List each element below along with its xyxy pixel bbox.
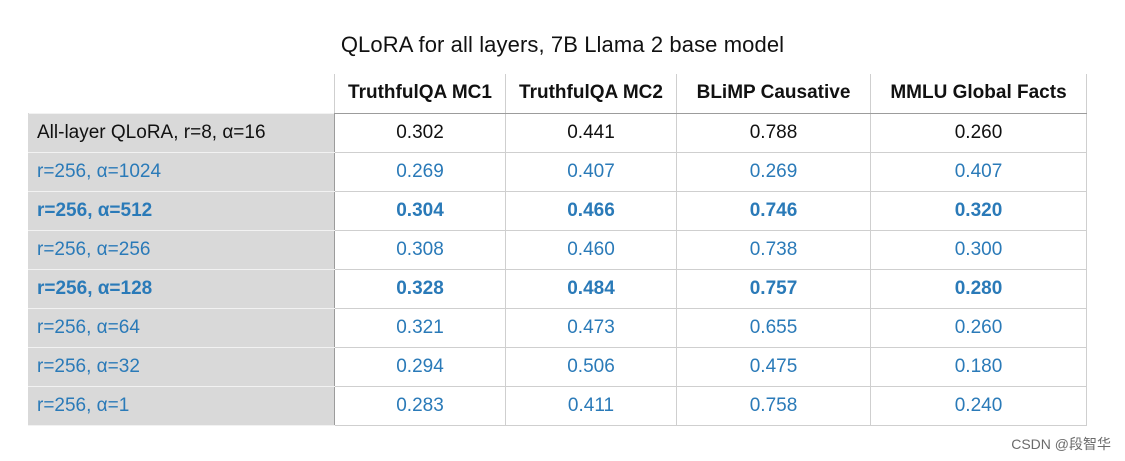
table-title: QLoRA for all layers, 7B Llama 2 base mo…: [340, 32, 785, 57]
table-cell: 0.757: [676, 268, 871, 309]
table-cell: 0.441: [505, 112, 677, 153]
row-label: r=256, α=64: [28, 307, 335, 348]
row-label: r=256, α=32: [28, 346, 335, 387]
column-header: TruthfulQA MC1: [334, 74, 506, 114]
results-table: TruthfulQA MC1 TruthfulQA MC2 BLiMP Caus…: [28, 74, 1087, 426]
table-cell: 0.788: [676, 112, 871, 153]
watermark: CSDN @段智华: [1011, 436, 1111, 452]
table-cell: 0.758: [676, 385, 871, 426]
table-cell: 0.746: [676, 190, 871, 231]
table-cell: 0.308: [334, 229, 506, 270]
table-cell: 0.180: [870, 346, 1087, 387]
table-row: r=256, α=256 0.308 0.460 0.738 0.300: [28, 229, 1087, 270]
table-cell: 0.283: [334, 385, 506, 426]
table-row: r=256, α=1024 0.269 0.407 0.269 0.407: [28, 151, 1087, 192]
column-header: BLiMP Causative: [676, 74, 871, 114]
table-cell: 0.738: [676, 229, 871, 270]
table-cell: 0.240: [870, 385, 1087, 426]
table-cell: 0.320: [870, 190, 1087, 231]
column-header: MMLU Global Facts: [870, 74, 1087, 114]
row-label: r=256, α=256: [28, 229, 335, 270]
table-row: r=256, α=128 0.328 0.484 0.757 0.280: [28, 268, 1087, 309]
table-cell: 0.269: [334, 151, 506, 192]
table-cell: 0.302: [334, 112, 506, 153]
table-cell: 0.506: [505, 346, 677, 387]
table-cell: 0.475: [676, 346, 871, 387]
header-row: TruthfulQA MC1 TruthfulQA MC2 BLiMP Caus…: [28, 74, 1087, 114]
corner-cell: [28, 74, 335, 113]
row-label: r=256, α=1024: [28, 151, 335, 192]
table-row: r=256, α=32 0.294 0.506 0.475 0.180: [28, 346, 1087, 387]
table-cell: 0.280: [870, 268, 1087, 309]
table-cell: 0.473: [505, 307, 677, 348]
table-cell: 0.269: [676, 151, 871, 192]
table-cell: 0.411: [505, 385, 677, 426]
table-cell: 0.407: [870, 151, 1087, 192]
table-row: r=256, α=512 0.304 0.466 0.746 0.320: [28, 190, 1087, 231]
table-row: All-layer QLoRA, r=8, α=16 0.302 0.441 0…: [28, 112, 1087, 153]
row-label: r=256, α=1: [28, 385, 335, 426]
table-cell: 0.304: [334, 190, 506, 231]
table-cell: 0.655: [676, 307, 871, 348]
table-cell: 0.466: [505, 190, 677, 231]
table-cell: 0.407: [505, 151, 677, 192]
table-cell: 0.300: [870, 229, 1087, 270]
row-label: r=256, α=512: [28, 190, 335, 231]
row-label: r=256, α=128: [28, 268, 335, 309]
table-cell: 0.484: [505, 268, 677, 309]
table-cell: 0.260: [870, 112, 1087, 153]
table-cell: 0.328: [334, 268, 506, 309]
column-header: TruthfulQA MC2: [505, 74, 677, 114]
table-cell: 0.460: [505, 229, 677, 270]
table-row: r=256, α=1 0.283 0.411 0.758 0.240: [28, 385, 1087, 426]
table-cell: 0.321: [334, 307, 506, 348]
table-row: r=256, α=64 0.321 0.473 0.655 0.260: [28, 307, 1087, 348]
table-cell: 0.294: [334, 346, 506, 387]
table-cell: 0.260: [870, 307, 1087, 348]
row-label: All-layer QLoRA, r=8, α=16: [28, 112, 335, 153]
